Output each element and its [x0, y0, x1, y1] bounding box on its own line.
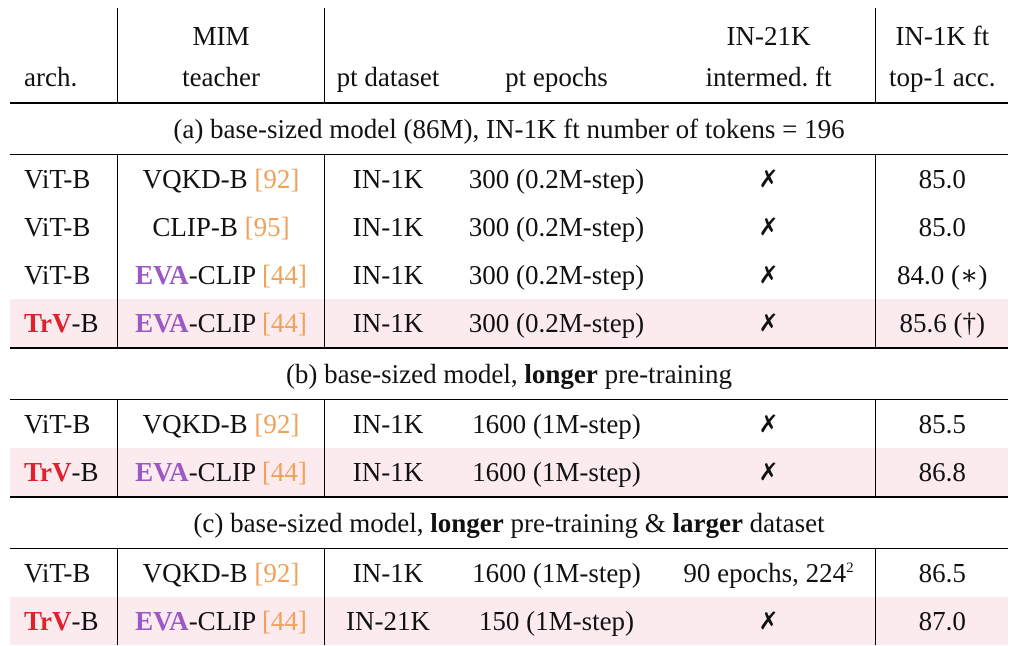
header-in21k: IN-21K: [661, 8, 877, 52]
table-row: ViT-B EVA-CLIP [44] IN-1K 300 (0.2M-step…: [10, 251, 1008, 299]
header-pt-dataset: pt dataset: [324, 52, 452, 104]
header-intermed-ft: intermed. ft: [661, 52, 877, 104]
table-row-highlight: TrV-B EVA-CLIP [44] IN-1K 300 (0.2M-step…: [10, 299, 1008, 349]
table-row: ViT-B VQKD-B [92] IN-1K 300 (0.2M-step) …: [10, 154, 1008, 203]
header-pt-epochs: pt epochs: [451, 52, 662, 104]
cross-icon: ✗: [661, 597, 877, 645]
header-arch: arch.: [10, 52, 119, 104]
header-teacher: teacher: [117, 52, 325, 104]
section-b-title: (b) base-sized model, longer pre-trainin…: [10, 348, 1008, 400]
results-table: MIM IN-21K IN-1K ft arch. teacher pt dat…: [10, 8, 1008, 645]
table-row: ViT-B VQKD-B [92] IN-1K 1600 (1M-step) 9…: [10, 548, 1008, 597]
header-in1k-ft: IN-1K ft: [895, 21, 990, 51]
table-row-highlight: TrV-B EVA-CLIP [44] IN-21K 150 (1M-step)…: [10, 597, 1008, 645]
cross-icon: ✗: [661, 299, 877, 349]
cross-icon: ✗: [661, 203, 877, 251]
header-row-2: arch. teacher pt dataset pt epochs inter…: [10, 52, 1008, 104]
cross-icon: ✗: [661, 154, 877, 203]
cross-icon: ✗: [661, 251, 877, 299]
header-mim: MIM: [117, 8, 325, 52]
table-row: ViT-B VQKD-B [92] IN-1K 1600 (1M-step) ✗…: [10, 399, 1008, 448]
cross-icon: ✗: [661, 448, 877, 498]
section-c-title: (c) base-sized model, longer pre-trainin…: [10, 497, 1008, 549]
table-row: ViT-B CLIP-B [95] IN-1K 300 (0.2M-step) …: [10, 203, 1008, 251]
header-row-1: MIM IN-21K IN-1K ft: [10, 8, 1008, 52]
section-a-title: (a) base-sized model (86M), IN-1K ft num…: [10, 103, 1008, 155]
cross-icon: ✗: [661, 399, 877, 448]
table-row-highlight: TrV-B EVA-CLIP [44] IN-1K 1600 (1M-step)…: [10, 448, 1008, 498]
header-top1-acc: top-1 acc.: [875, 52, 1008, 104]
